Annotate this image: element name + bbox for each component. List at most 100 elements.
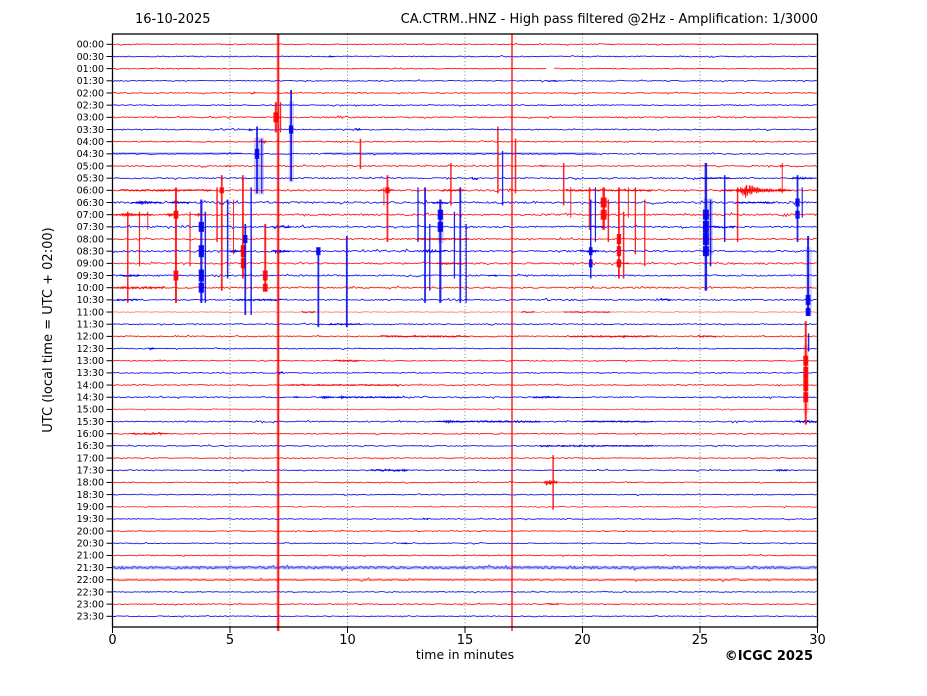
noise-band: [248, 128, 253, 132]
noise-band: [370, 468, 401, 473]
trace-row-05:30: [112, 176, 817, 181]
trace-row-23:30: [112, 614, 817, 618]
x-tick-label: 0: [108, 633, 116, 648]
seismic-burst: [336, 394, 353, 400]
noise-band: [540, 444, 595, 448]
y-tick-label: 13:00: [77, 356, 104, 367]
trace-row-07:30: [112, 224, 817, 230]
noise-band: [565, 188, 653, 192]
date-title: 16-10-2025: [135, 12, 211, 27]
y-tick-label: 05:30: [77, 173, 104, 184]
noise-band: [251, 91, 256, 95]
trace-row-12:30: [112, 346, 817, 351]
y-tick-label: 07:30: [77, 222, 104, 233]
trace-row-02:30: [112, 103, 817, 107]
y-tick-label: 20:00: [77, 526, 104, 537]
trace-row-18:00: [112, 480, 817, 485]
noise-band: [476, 419, 541, 424]
noise-band: [328, 55, 335, 58]
y-tick-label: 03:30: [77, 125, 104, 136]
noise-band: [354, 127, 361, 131]
y-tick-label: 04:30: [77, 149, 104, 160]
y-tick-label: 10:00: [77, 283, 104, 294]
y-tick-label: 04:00: [77, 137, 104, 148]
noise-band: [471, 176, 479, 181]
noise-band: [119, 188, 212, 192]
seismic-burst: [228, 248, 242, 254]
noise-band: [735, 200, 775, 205]
noise-band: [582, 420, 654, 423]
y-tick-label: 18:30: [77, 490, 104, 501]
event-bursts: [113, 184, 792, 486]
y-tick-label: 09:00: [77, 259, 104, 270]
y-tick-label: 07:00: [77, 210, 104, 221]
y-tick-label: 16:00: [77, 429, 104, 440]
copyright-text: ©ICGC 2025: [724, 649, 813, 664]
y-tick-label: 08:00: [77, 234, 104, 245]
trace-row-10:00: [112, 285, 817, 290]
noise-band: [563, 310, 611, 314]
noise-band: [352, 395, 402, 399]
trace-row-14:30: [112, 395, 817, 400]
noise-band: [422, 248, 447, 254]
seismic-burst: [131, 199, 162, 206]
trace-row-08:00: [112, 236, 817, 241]
y-tick-label: 01:00: [77, 64, 104, 75]
trace-row-00:00: [112, 42, 817, 46]
trace-row-21:30: [112, 563, 818, 572]
noise-band: [401, 542, 408, 545]
y-tick-label: 05:00: [77, 161, 104, 172]
x-tick-label: 10: [339, 633, 356, 648]
y-tick-label: 23:30: [77, 612, 104, 623]
trace-row-02:00: [112, 91, 817, 95]
x-tick-label: 25: [692, 633, 709, 648]
full-height-event-lines: [276, 34, 513, 631]
y-tick-label: 23:00: [77, 599, 104, 610]
noise-band: [380, 334, 470, 338]
y-tick-label: 19:00: [77, 502, 104, 513]
noise-band: [532, 395, 562, 399]
trace-row-01:30: [112, 79, 817, 83]
station-title: CA.CTRM..HNZ - High pass filtered @2Hz -…: [400, 12, 818, 27]
event-vbands: [253, 101, 812, 414]
trace-row-20:30: [112, 541, 817, 545]
trace-row-17:30: [112, 468, 817, 472]
seismic-burst: [170, 200, 190, 205]
trace-row-04:00: [112, 139, 817, 144]
noise-band: [521, 310, 536, 314]
noise-band: [224, 165, 232, 168]
trace-row-14:00: [112, 383, 817, 387]
y-tick-label: 02:30: [77, 100, 104, 111]
noise-band: [659, 298, 672, 302]
noise-band: [422, 517, 429, 521]
y-tick-label: 02:00: [77, 88, 104, 99]
noise-band: [568, 335, 658, 338]
trace-row-11:00: [112, 310, 817, 314]
y-tick-label: 13:30: [77, 368, 104, 379]
y-tick-label: 16:30: [77, 441, 104, 452]
x-tick-label: 30: [809, 633, 826, 648]
y-tick-label: 14:30: [77, 393, 104, 404]
trace-row-15:00: [112, 408, 817, 412]
trace-row-11:30: [112, 322, 817, 327]
trace-row-23:00: [112, 602, 817, 606]
y-tick-label: 10:30: [77, 295, 104, 306]
y-tick-label: 17:30: [77, 466, 104, 477]
noise-band: [776, 468, 788, 472]
seismic-burst: [777, 187, 786, 193]
noise-band: [271, 224, 292, 229]
seismic-burst: [319, 395, 335, 400]
y-tick-label: 15:30: [77, 417, 104, 428]
y-tick-label: 03:00: [77, 113, 104, 124]
noise-band: [286, 383, 399, 387]
trace-row-21:00: [112, 553, 817, 558]
seismic-burst: [400, 468, 409, 473]
y-tick-label: 09:30: [77, 271, 104, 282]
trace-row-22:00: [112, 576, 817, 583]
trace-row-22:30: [112, 590, 817, 594]
y-tick-label: 18:00: [77, 478, 104, 489]
noise-band: [791, 176, 813, 180]
trace-row-03:00: [112, 115, 817, 120]
plot-gridlines: [229, 34, 701, 627]
